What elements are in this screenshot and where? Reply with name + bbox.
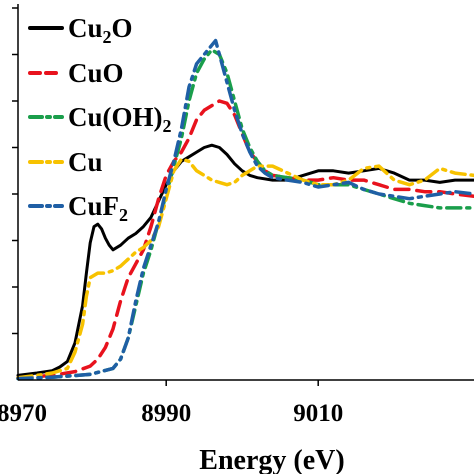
series-line-cuo <box>16 99 474 380</box>
x-tick-label: 9010 <box>293 400 343 427</box>
legend-label: CuF2 <box>68 191 128 225</box>
series-line-cu <box>16 157 474 380</box>
legend-label: Cu(OH)2 <box>68 102 172 136</box>
series-line-cuf2 <box>16 38 474 381</box>
axes-layer: 8970 8990 9010 <box>0 4 474 427</box>
series-layer <box>16 38 474 381</box>
legend-label: CuO <box>68 58 124 88</box>
series-line-cu2o <box>16 143 474 377</box>
x-tick-label: 8990 <box>141 400 191 427</box>
legend-label: Cu2O <box>68 13 133 47</box>
x-axis-title: Energy (eV) <box>199 445 344 474</box>
legend: Cu2O CuO Cu(OH)2 Cu CuF2 <box>28 13 172 225</box>
legend-label: Cu <box>68 147 103 177</box>
x-tick-label: 8970 <box>0 400 47 427</box>
